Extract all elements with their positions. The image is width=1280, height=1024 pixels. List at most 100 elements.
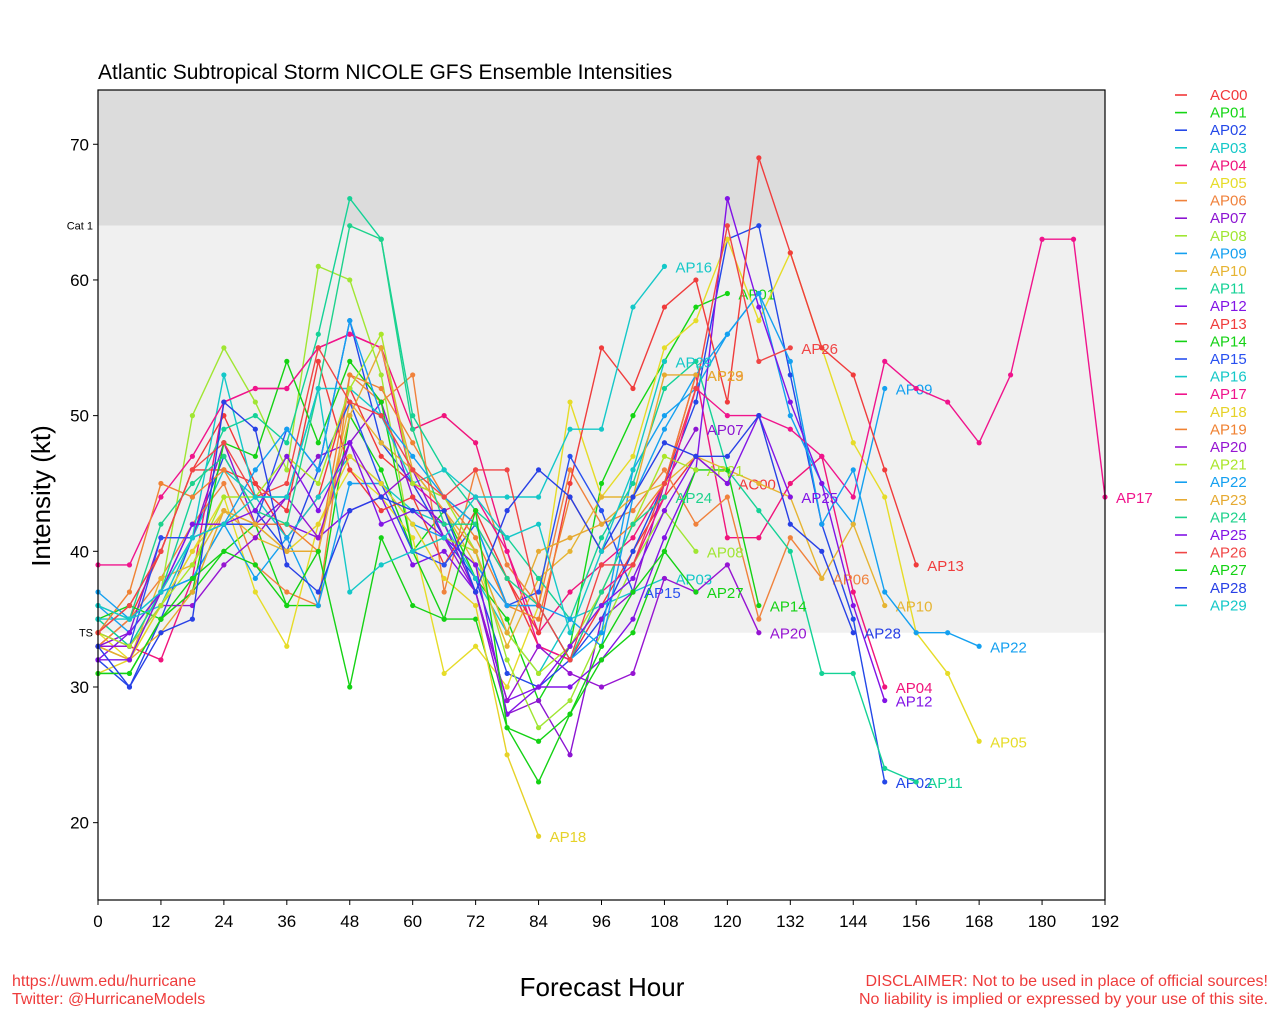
legend-item[interactable]: AP28 xyxy=(1175,580,1247,597)
data-point xyxy=(567,480,573,487)
legend-item[interactable]: AP29 xyxy=(1175,597,1247,614)
data-point xyxy=(252,575,258,582)
legend-item[interactable]: AP16 xyxy=(1175,369,1247,386)
legend-item[interactable]: AP22 xyxy=(1175,474,1247,491)
legend-item[interactable]: AP23 xyxy=(1175,492,1247,509)
legend-item[interactable]: AP05 xyxy=(1175,175,1247,192)
legend-item[interactable]: AP02 xyxy=(1175,122,1247,139)
twitter-handle[interactable]: Twitter: @HurricaneModels xyxy=(12,991,206,1008)
data-point xyxy=(567,684,573,690)
data-point xyxy=(284,440,290,446)
data-point xyxy=(315,345,321,351)
legend-item[interactable]: AP20 xyxy=(1175,439,1247,456)
legend-item[interactable]: AP21 xyxy=(1175,457,1247,474)
data-point xyxy=(189,589,196,595)
series-line xyxy=(98,441,760,703)
data-point xyxy=(347,223,353,229)
data-point xyxy=(221,562,227,568)
x-tick-label: 132 xyxy=(776,912,804,931)
legend-item[interactable]: AP03 xyxy=(1175,140,1247,157)
data-point xyxy=(630,521,636,527)
data-point xyxy=(252,480,258,487)
data-point xyxy=(158,535,164,541)
data-point xyxy=(315,440,321,446)
data-point xyxy=(158,521,164,527)
data-point xyxy=(756,535,762,541)
legend-item[interactable]: AP10 xyxy=(1175,263,1247,280)
data-point xyxy=(567,467,573,473)
data-point xyxy=(567,657,573,663)
legend-item[interactable]: AP12 xyxy=(1175,298,1247,315)
legend-item[interactable]: AP11 xyxy=(1175,281,1246,298)
data-point xyxy=(315,467,321,473)
legend-item[interactable]: AP25 xyxy=(1175,527,1247,544)
data-point xyxy=(284,548,290,554)
data-point xyxy=(1070,236,1077,242)
legend-item[interactable]: AP04 xyxy=(1175,157,1247,174)
series-end-label: AP17 xyxy=(1116,490,1153,507)
data-point xyxy=(221,372,227,378)
data-point xyxy=(787,372,793,378)
legend-item[interactable]: AP09 xyxy=(1175,245,1247,262)
legend-item[interactable]: AP07 xyxy=(1175,210,1247,227)
data-point xyxy=(882,602,888,609)
legend-item[interactable]: AP24 xyxy=(1175,509,1247,526)
legend-item[interactable]: AP08 xyxy=(1175,228,1247,245)
data-point xyxy=(126,589,133,595)
data-point xyxy=(504,657,510,663)
data-point xyxy=(976,738,982,744)
legend-item[interactable]: AP18 xyxy=(1175,404,1247,421)
data-point xyxy=(882,589,888,595)
data-point xyxy=(158,657,164,663)
y-tick-label: 60 xyxy=(70,271,89,290)
legend-item[interactable]: AP15 xyxy=(1175,351,1247,368)
data-point xyxy=(724,331,730,337)
legend-item[interactable]: AP01 xyxy=(1175,105,1247,122)
legend-label: AP27 xyxy=(1210,562,1247,579)
data-point xyxy=(504,508,510,514)
legend-item[interactable]: AP14 xyxy=(1175,333,1247,350)
legend-item[interactable]: AC00 xyxy=(1175,87,1248,104)
data-point xyxy=(724,480,730,487)
legend-item[interactable]: AP13 xyxy=(1175,316,1247,333)
legend-label: AP12 xyxy=(1210,298,1247,315)
data-point xyxy=(284,602,290,609)
site-link[interactable]: https://uwm.edu/hurricane xyxy=(12,973,197,990)
data-point xyxy=(315,358,321,364)
legend-item[interactable]: AP06 xyxy=(1175,193,1247,210)
data-point xyxy=(347,385,353,392)
data-point xyxy=(221,399,227,405)
data-point xyxy=(284,385,290,392)
series-end-label: AP05 xyxy=(990,734,1027,751)
data-point xyxy=(315,508,321,514)
data-point xyxy=(189,562,196,568)
data-point xyxy=(126,670,133,677)
data-point xyxy=(504,535,510,541)
data-point xyxy=(252,508,258,514)
legend-label: AP18 xyxy=(1210,404,1247,421)
data-point xyxy=(913,779,919,785)
data-point xyxy=(535,616,542,622)
data-point xyxy=(410,508,416,514)
legend-item[interactable]: AP26 xyxy=(1175,545,1247,562)
data-point xyxy=(882,697,888,704)
data-point xyxy=(693,399,699,405)
legend-item[interactable]: AP19 xyxy=(1175,421,1247,438)
data-point xyxy=(598,508,605,514)
data-point xyxy=(850,467,856,473)
legend-item[interactable]: AP17 xyxy=(1175,386,1247,403)
data-point xyxy=(284,480,290,487)
data-point xyxy=(315,521,321,527)
data-point xyxy=(378,494,384,500)
data-point xyxy=(756,508,762,514)
legend-label: AP13 xyxy=(1210,316,1247,333)
series-end-label: AP04 xyxy=(896,680,933,697)
data-point xyxy=(787,358,793,364)
data-point xyxy=(441,670,447,677)
data-point xyxy=(347,684,353,690)
data-point xyxy=(567,697,573,704)
data-point xyxy=(756,318,762,324)
data-point xyxy=(756,616,762,622)
data-point xyxy=(221,345,227,351)
legend-item[interactable]: AP27 xyxy=(1175,562,1247,579)
